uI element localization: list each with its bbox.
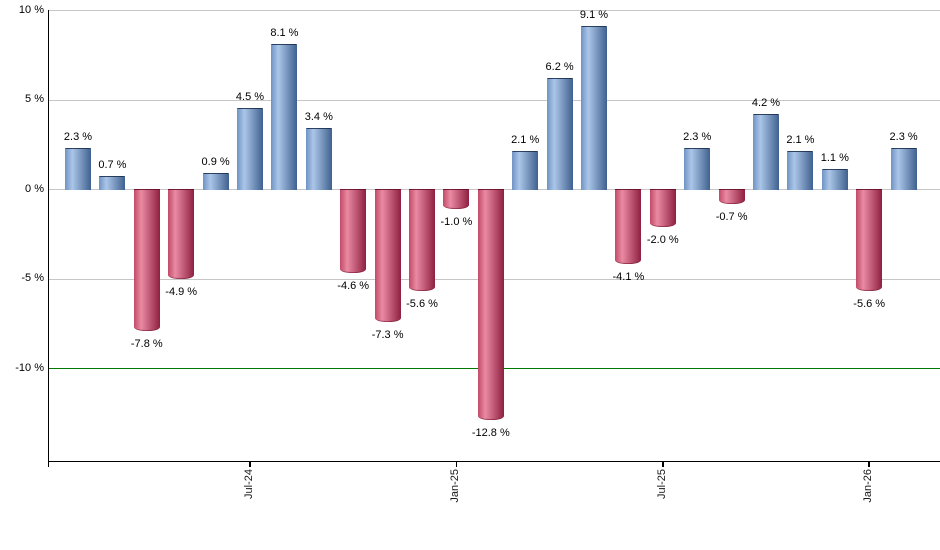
bar-negative xyxy=(477,189,504,421)
bar-negative xyxy=(718,189,745,204)
bar-value-label: -1.0 % xyxy=(440,215,473,228)
bar-value-label: 3.4 % xyxy=(304,111,333,124)
bar-negative xyxy=(340,189,367,274)
bar-value-label: -4.6 % xyxy=(337,280,370,293)
bar-value-label: -12.8 % xyxy=(471,427,510,440)
y-axis-label: 5 % xyxy=(25,93,44,105)
bar-positive xyxy=(787,151,814,190)
bar-value-label: 4.5 % xyxy=(235,91,265,104)
bar-positive xyxy=(202,172,229,190)
bar-value-label: 2.3 % xyxy=(63,130,93,143)
bar-value-label: -5.6 % xyxy=(406,298,438,311)
bar-value-label: -5.6 % xyxy=(853,298,886,311)
bar-positive xyxy=(546,78,573,190)
bar-positive xyxy=(305,128,332,190)
bar-negative xyxy=(374,189,401,322)
bar-value-label: 0.7 % xyxy=(98,159,127,172)
bar-value-label: -0.7 % xyxy=(715,210,748,223)
bar-value-label: -2.0 % xyxy=(646,233,679,246)
bar-negative xyxy=(133,189,160,331)
gridline xyxy=(49,99,940,101)
bar-positive xyxy=(99,176,126,190)
x-axis-label: Jul-24 xyxy=(243,469,255,499)
bar-value-label: 4.2 % xyxy=(751,96,781,109)
bar-positive xyxy=(271,44,298,190)
x-axis-label: Jan-25 xyxy=(449,469,462,503)
bar-negative xyxy=(168,189,195,279)
bar-positive xyxy=(237,108,263,190)
bar-negative xyxy=(856,189,883,292)
y-axis-label: 10 % xyxy=(18,3,44,16)
bar-negative xyxy=(615,189,642,265)
bar-value-label: 6.2 % xyxy=(545,61,574,74)
bar-positive xyxy=(581,26,607,190)
bar-positive xyxy=(512,151,539,190)
x-axis-label: Jan-26 xyxy=(862,469,875,503)
x-axis-tick xyxy=(868,462,870,467)
bar-positive xyxy=(821,169,848,190)
x-axis-label: Jul-25 xyxy=(655,469,668,499)
y-axis-label: 0 % xyxy=(25,182,44,195)
bar-positive xyxy=(65,147,91,190)
bar-value-label: 2.1 % xyxy=(786,134,815,147)
x-axis-spine xyxy=(49,460,940,462)
bar-negative xyxy=(409,189,435,292)
bar-value-label: 2.1 % xyxy=(511,134,540,147)
x-axis-tick xyxy=(662,462,664,467)
bar-value-label: 8.1 % xyxy=(270,27,299,39)
bar-value-label: 0.9 % xyxy=(201,155,230,168)
bar-positive xyxy=(684,147,711,190)
bar-positive xyxy=(890,147,917,190)
bar-value-label: -7.3 % xyxy=(371,328,404,341)
y-axis-label: -10 % xyxy=(15,361,44,374)
bar-value-label: -4.1 % xyxy=(612,271,645,284)
x-axis-tick xyxy=(455,462,458,467)
bar-value-label: 1.1 % xyxy=(820,152,849,165)
bar-value-label: -7.8 % xyxy=(130,337,163,350)
bar-value-label: 2.3 % xyxy=(683,130,712,143)
bar-negative xyxy=(443,189,470,209)
bar-negative xyxy=(649,189,676,227)
y-axis-spine xyxy=(47,10,49,467)
gridline xyxy=(49,10,940,11)
y-axis-label: -5 % xyxy=(21,272,44,284)
bar-value-label: 9.1 % xyxy=(579,9,609,22)
bar-value-label: 2.3 % xyxy=(889,130,918,143)
x-axis-tick xyxy=(249,462,251,467)
bar-positive xyxy=(753,113,779,190)
bar-value-label: -4.9 % xyxy=(165,285,198,298)
